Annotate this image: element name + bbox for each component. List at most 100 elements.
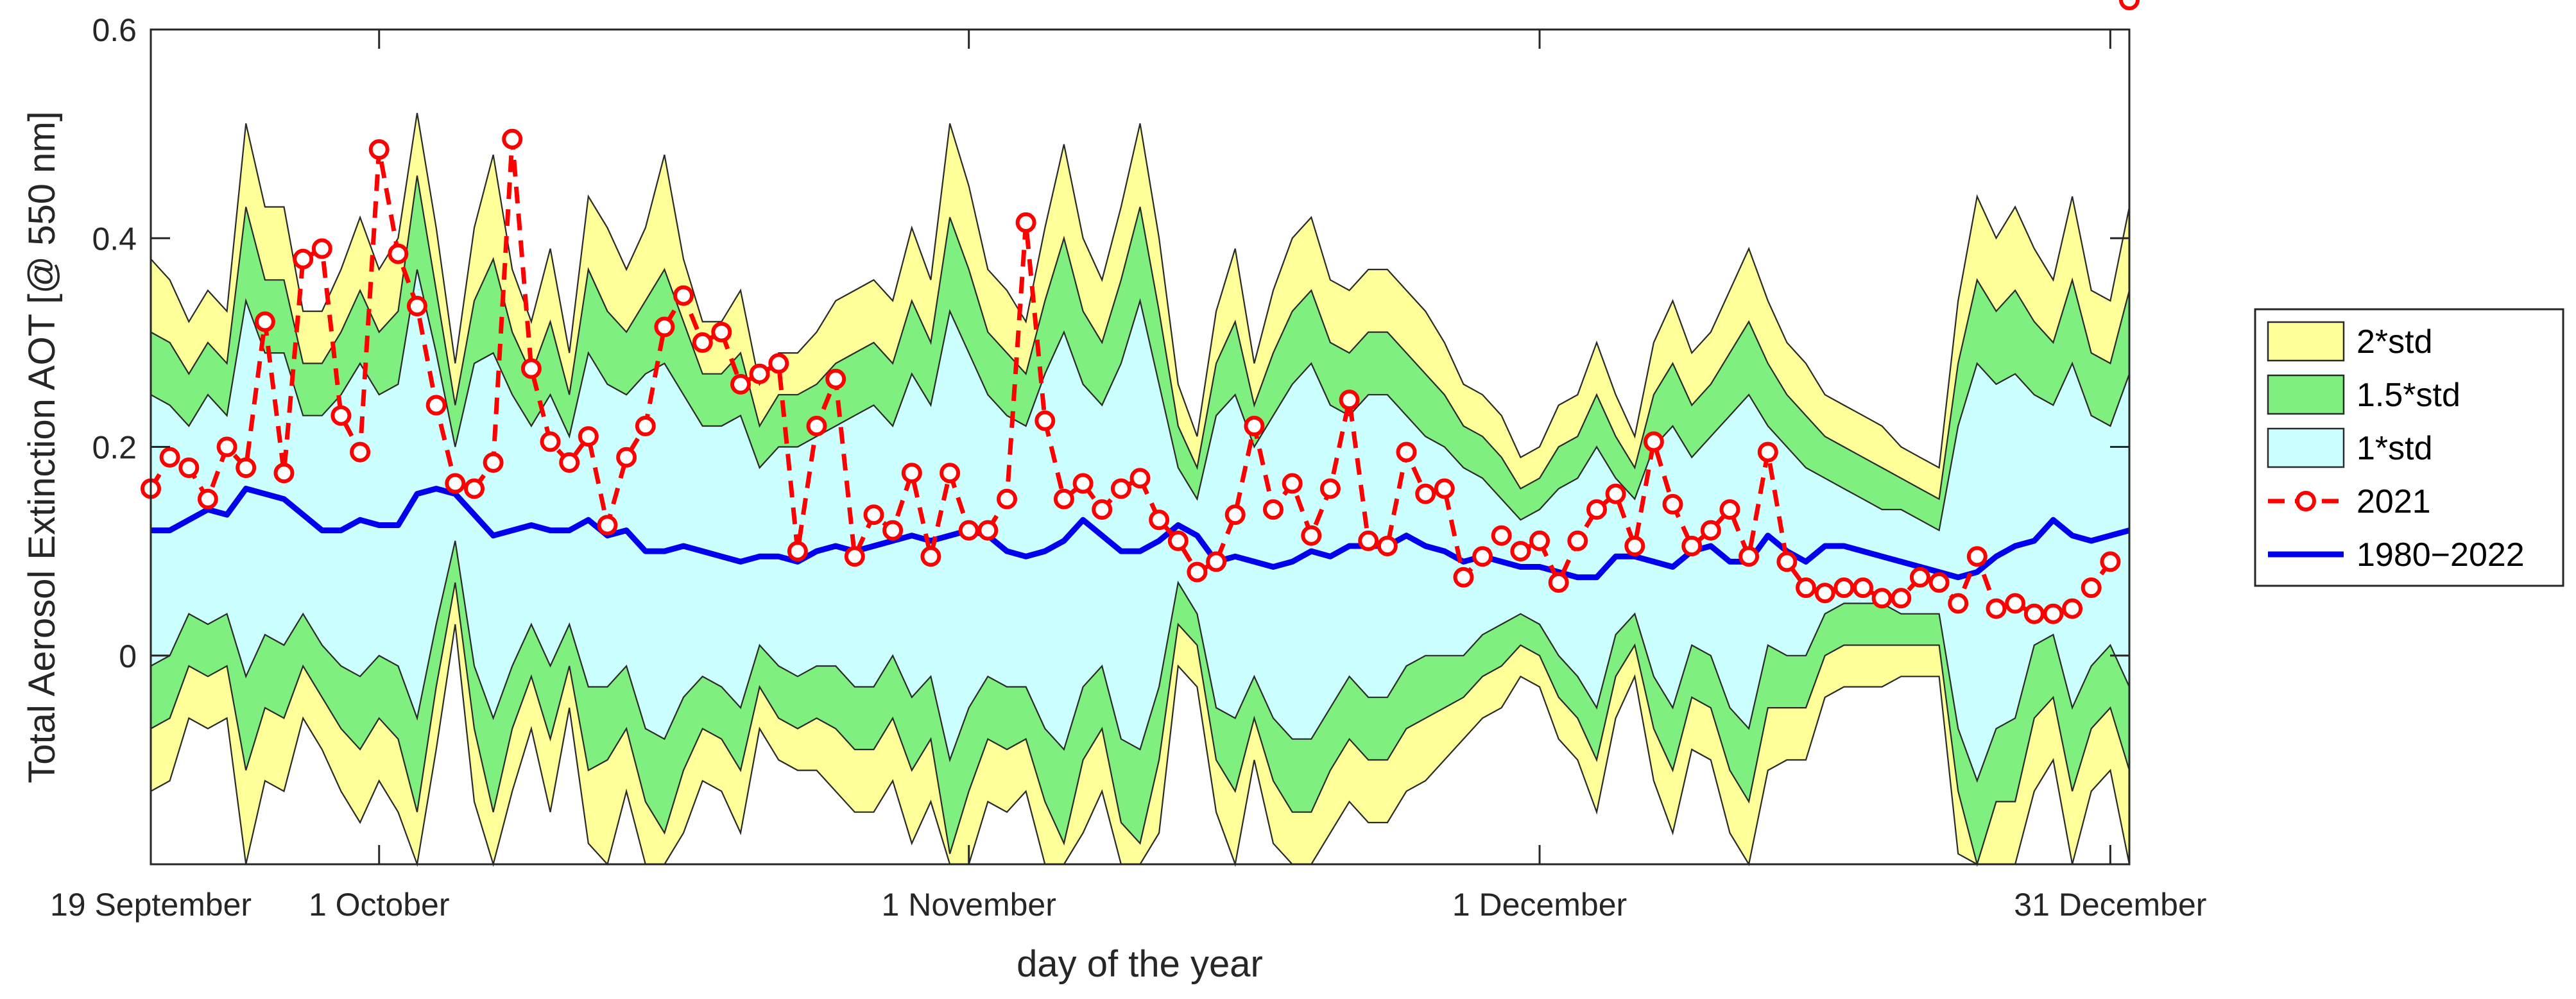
plot-area: [141, 0, 2140, 867]
point-2021: [1358, 530, 1379, 551]
x-tick-label: 1 December: [1452, 887, 1627, 923]
point-2021: [1377, 536, 1398, 556]
legend-swatch-std1: [2267, 427, 2345, 468]
point-2021: [216, 436, 237, 457]
point-2021: [2100, 551, 2121, 572]
point-2021: [368, 139, 390, 160]
point-2021: [578, 426, 599, 447]
point-2021: [1814, 583, 1835, 604]
point-2021: [1986, 598, 2007, 619]
point-2021: [654, 316, 675, 337]
point-2021: [1700, 520, 1721, 541]
point-2021: [1415, 483, 1436, 504]
point-2021: [1453, 567, 1474, 588]
point-2021: [1891, 588, 1912, 609]
point-2021: [1301, 525, 1322, 546]
point-2021: [1909, 567, 1930, 588]
point-2021: [236, 457, 257, 478]
band-2std-upper: [151, 113, 2129, 499]
point-2021: [1966, 546, 1988, 567]
legend-label-std1: 1*std: [2357, 430, 2433, 467]
legend-swatch-std15: [2267, 374, 2345, 415]
point-2021: [940, 463, 961, 484]
point-2021: [1110, 478, 1131, 499]
point-2021: [1605, 483, 1626, 504]
legend-marker-2021: [2296, 491, 2316, 511]
point-2021: [597, 515, 618, 536]
point-2021: [730, 373, 751, 395]
point-2021: [901, 463, 922, 484]
x-tick-label: 1 November: [882, 887, 1056, 923]
edge-2-std-upper: [150, 112, 2131, 469]
point-2021: [1224, 504, 1246, 525]
point-2021: [863, 504, 884, 525]
point-2021: [806, 416, 827, 436]
band-1std: [151, 269, 2129, 781]
point-2021: [749, 363, 770, 384]
series-lines: [141, 0, 2140, 624]
point-2021: [464, 478, 485, 499]
mean-line-1980-2022: [151, 486, 2131, 581]
point-2021: [311, 238, 332, 259]
legend-label-std15: 1.5*std: [2357, 377, 2460, 414]
point-2021: [1129, 468, 1151, 489]
legend-label-mean: 1980−2022: [2357, 536, 2525, 574]
x-tick-labels: 19 September 1 October 1 November 1 Decembe…: [50, 887, 2206, 923]
point-2021: [1167, 530, 1189, 551]
point-2021: [1624, 536, 1645, 556]
point-2021: [1681, 536, 1703, 556]
point-2021: [2062, 598, 2083, 619]
point-2021: [787, 541, 808, 562]
point-2021: [1187, 561, 1208, 583]
point-2021: [425, 395, 447, 416]
point-2021: [159, 447, 180, 468]
point-2021: [997, 488, 1017, 509]
x-axis-title: day of the year: [1017, 943, 1263, 985]
point-2021: [388, 243, 409, 264]
point-2021: [1319, 478, 1341, 499]
y-tick-label: 0.6: [92, 12, 137, 48]
point-2021: [483, 452, 504, 473]
point-2021: [711, 321, 732, 343]
point-2021: [825, 368, 846, 389]
edge-1-5-std-lower: [150, 582, 2131, 867]
point-2021: [1948, 593, 1969, 614]
point-2021: [540, 431, 561, 452]
point-2021: [2005, 593, 2026, 614]
point-2021: [1853, 577, 1873, 598]
point-2021: [2119, 0, 2140, 10]
point-2021: [977, 520, 999, 541]
point-2021: [920, 546, 941, 567]
point-2021: [1149, 509, 1170, 531]
point-2021: [559, 452, 580, 473]
point-2021: [254, 311, 275, 332]
band-15std-lower: [151, 540, 2129, 864]
legend: 2*std 1.5*std 1*std 2021 1980−2022: [2254, 308, 2564, 587]
point-2021: [407, 296, 427, 316]
x-tick-label: 31 December: [2014, 887, 2206, 923]
band-2std-lower: [151, 582, 2129, 864]
point-2021: [502, 128, 523, 149]
point-2021: [1796, 577, 1816, 598]
point-2021: [768, 353, 789, 374]
point-2021: [1643, 431, 1664, 452]
legend-label-obs2021: 2021: [2357, 483, 2431, 520]
axis-ticks: [150, 28, 2129, 864]
point-2021: [178, 457, 200, 478]
point-2021: [1491, 525, 1512, 546]
y-tick-labels: 0 0.2 0.4 0.6: [92, 12, 137, 674]
point-2021: [1072, 473, 1094, 494]
point-2021: [616, 447, 637, 468]
point-2021: [1396, 441, 1417, 463]
point-2021: [1833, 577, 1855, 598]
point-2021: [1035, 410, 1056, 431]
point-2021: [1510, 541, 1531, 562]
point-2021: [1472, 546, 1493, 567]
y-tick-label: 0: [119, 638, 137, 674]
point-2021: [635, 416, 656, 436]
std-bands: [150, 112, 2131, 867]
point-2021: [1092, 499, 1113, 520]
point-2021: [673, 285, 694, 306]
point-2021: [2081, 577, 2102, 598]
edge-1-std-lower: [150, 540, 2131, 783]
